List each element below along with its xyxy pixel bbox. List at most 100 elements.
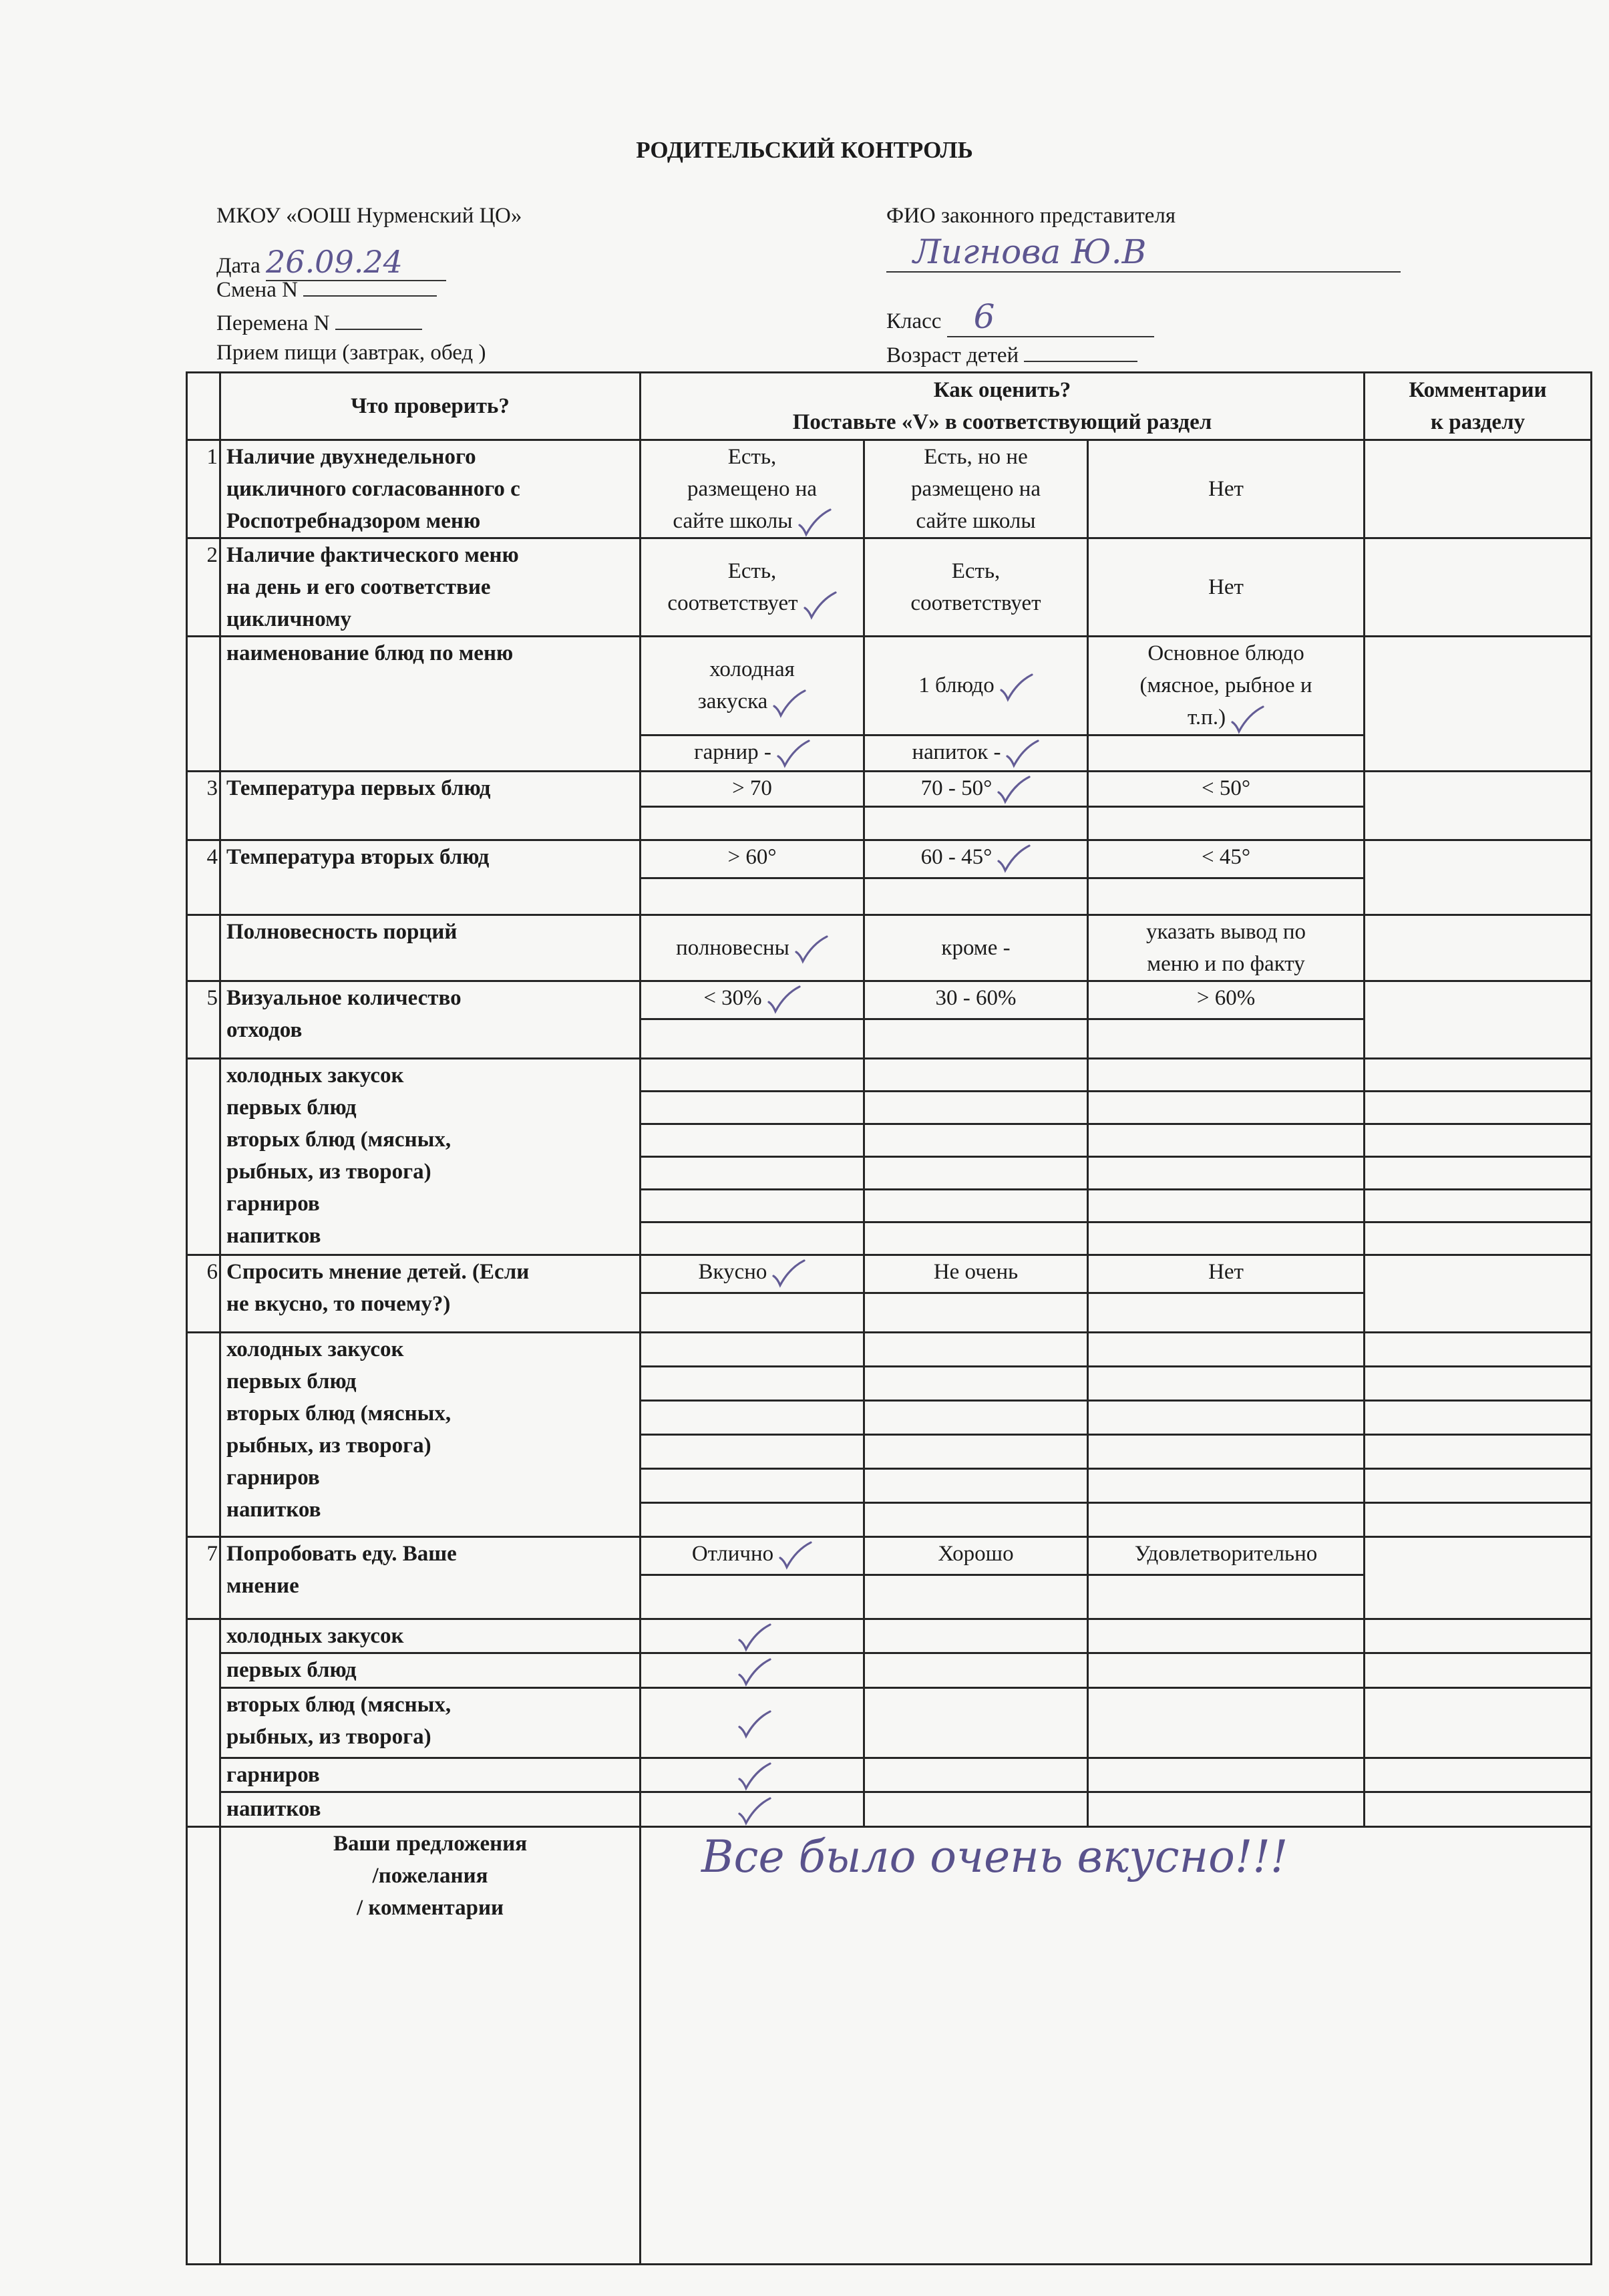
- blank-option[interactable]: [639, 1467, 865, 1504]
- option-1[interactable]: > 60°: [639, 838, 865, 879]
- option-2[interactable]: кроме -: [863, 913, 1089, 982]
- tasting-rating-2[interactable]: [863, 1756, 1089, 1794]
- blank-option[interactable]: [639, 1331, 865, 1367]
- option-3[interactable]: Нет: [1086, 1253, 1366, 1294]
- option-1[interactable]: холодная закуска: [639, 635, 865, 736]
- option-2[interactable]: Не очень: [863, 1253, 1089, 1294]
- option-1[interactable]: Вкусно: [639, 1253, 865, 1294]
- tasting-rating-2[interactable]: [863, 1617, 1089, 1655]
- option-1[interactable]: Есть, размещено на сайте школы: [639, 438, 865, 540]
- comment-cell[interactable]: [1363, 1652, 1593, 1689]
- blank-option[interactable]: [863, 1220, 1089, 1256]
- tasting-rating-1[interactable]: [639, 1686, 865, 1759]
- suggestions-value[interactable]: Все было очень вкусно!!!: [639, 1825, 1593, 2265]
- blank-option[interactable]: [1086, 1399, 1366, 1436]
- blank-option[interactable]: [1363, 1365, 1593, 1402]
- blank-option[interactable]: [1086, 1365, 1366, 1402]
- tasting-rating-2[interactable]: [863, 1652, 1089, 1689]
- option-3[interactable]: > 60%: [1086, 979, 1366, 1020]
- comment-cell[interactable]: [1363, 1686, 1593, 1759]
- option-3[interactable]: указать вывод по меню и по факту: [1086, 913, 1366, 982]
- blank-option[interactable]: [639, 1057, 865, 1092]
- option-3[interactable]: < 50°: [1086, 770, 1366, 808]
- tasting-rating-1[interactable]: [639, 1791, 865, 1828]
- tasting-rating-2[interactable]: [863, 1686, 1089, 1759]
- blank-option[interactable]: [639, 1122, 865, 1158]
- blank-option[interactable]: [1086, 1017, 1366, 1059]
- option-1[interactable]: Есть, соответствует: [639, 537, 865, 638]
- blank-option[interactable]: [1363, 1331, 1593, 1367]
- blank-option[interactable]: [639, 1188, 865, 1223]
- blank-option[interactable]: [1086, 1467, 1366, 1504]
- blank-option[interactable]: [639, 1365, 865, 1402]
- blank-option[interactable]: [863, 1573, 1089, 1620]
- blank-option[interactable]: [1086, 1122, 1366, 1158]
- option-3[interactable]: Основное блюдо (мясное, рыбное и т.п.): [1086, 635, 1366, 736]
- blank-option[interactable]: [863, 1467, 1089, 1504]
- blank-option[interactable]: [863, 1501, 1089, 1538]
- comment-cell[interactable]: [1363, 1791, 1593, 1828]
- blank-option[interactable]: [1086, 1090, 1366, 1125]
- tasting-rating-3[interactable]: [1086, 1652, 1366, 1689]
- comment-cell[interactable]: [1363, 635, 1593, 772]
- blank-option[interactable]: [1086, 1573, 1366, 1620]
- blank-option[interactable]: [639, 1017, 865, 1059]
- blank-option[interactable]: [1363, 1501, 1593, 1538]
- blank-option[interactable]: [1363, 1433, 1593, 1470]
- option-2[interactable]: 70 - 50°: [863, 770, 1089, 808]
- blank-option[interactable]: [1086, 1057, 1366, 1092]
- blank-option[interactable]: [863, 1017, 1089, 1059]
- blank-option[interactable]: [863, 1331, 1089, 1367]
- blank-option[interactable]: [1363, 1220, 1593, 1256]
- option-2[interactable]: 30 - 60%: [863, 979, 1089, 1020]
- option-1[interactable]: полновесны: [639, 913, 865, 982]
- blank-option[interactable]: [863, 1365, 1089, 1402]
- blank-option[interactable]: [639, 1220, 865, 1256]
- option-extra-1[interactable]: гарнир -: [639, 733, 865, 772]
- comment-cell[interactable]: [1363, 770, 1593, 841]
- option-3[interactable]: Нет: [1086, 438, 1366, 540]
- blank-option[interactable]: [639, 1291, 865, 1333]
- option-2[interactable]: 1 блюдо: [863, 635, 1089, 736]
- option-extra-2[interactable]: напиток -: [863, 733, 1089, 772]
- blank-option[interactable]: [863, 1122, 1089, 1158]
- blank-option[interactable]: [1363, 1090, 1593, 1125]
- comment-cell[interactable]: [1363, 1756, 1593, 1794]
- blank-option[interactable]: [863, 1057, 1089, 1092]
- option-2[interactable]: Хорошо: [863, 1535, 1089, 1576]
- blank-option[interactable]: [639, 1501, 865, 1538]
- option-3[interactable]: < 45°: [1086, 838, 1366, 879]
- comment-cell[interactable]: [1363, 1617, 1593, 1655]
- blank-option[interactable]: [1363, 1467, 1593, 1504]
- blank-option[interactable]: [639, 1155, 865, 1190]
- option-1[interactable]: > 70: [639, 770, 865, 808]
- blank-option[interactable]: [863, 1090, 1089, 1125]
- blank-option[interactable]: [1086, 1155, 1366, 1190]
- comment-cell[interactable]: [1363, 838, 1593, 916]
- comment-cell[interactable]: [1363, 438, 1593, 540]
- blank-option[interactable]: [639, 1433, 865, 1470]
- blank-option[interactable]: [1086, 1501, 1366, 1538]
- blank-option[interactable]: [639, 805, 865, 841]
- blank-option[interactable]: [639, 1573, 865, 1620]
- tasting-rating-3[interactable]: [1086, 1686, 1366, 1759]
- option-2[interactable]: Есть, но не размещено на сайте школы: [863, 438, 1089, 540]
- tasting-rating-1[interactable]: [639, 1652, 865, 1689]
- blank-option[interactable]: [1363, 1399, 1593, 1436]
- blank-option[interactable]: [863, 1399, 1089, 1436]
- tasting-rating-3[interactable]: [1086, 1791, 1366, 1828]
- blank-option[interactable]: [639, 1090, 865, 1125]
- blank-option[interactable]: [1086, 733, 1366, 772]
- blank-option[interactable]: [1086, 1291, 1366, 1333]
- blank-option[interactable]: [863, 1155, 1089, 1190]
- comment-cell[interactable]: [1363, 979, 1593, 1059]
- blank-option[interactable]: [1086, 1331, 1366, 1367]
- blank-option[interactable]: [1086, 1220, 1366, 1256]
- tasting-rating-2[interactable]: [863, 1791, 1089, 1828]
- option-2[interactable]: Есть, соответствует: [863, 537, 1089, 638]
- comment-cell[interactable]: [1363, 1535, 1593, 1620]
- option-1[interactable]: Отлично: [639, 1535, 865, 1576]
- tasting-rating-1[interactable]: [639, 1756, 865, 1794]
- blank-option[interactable]: [1363, 1057, 1593, 1092]
- blank-option[interactable]: [1086, 876, 1366, 916]
